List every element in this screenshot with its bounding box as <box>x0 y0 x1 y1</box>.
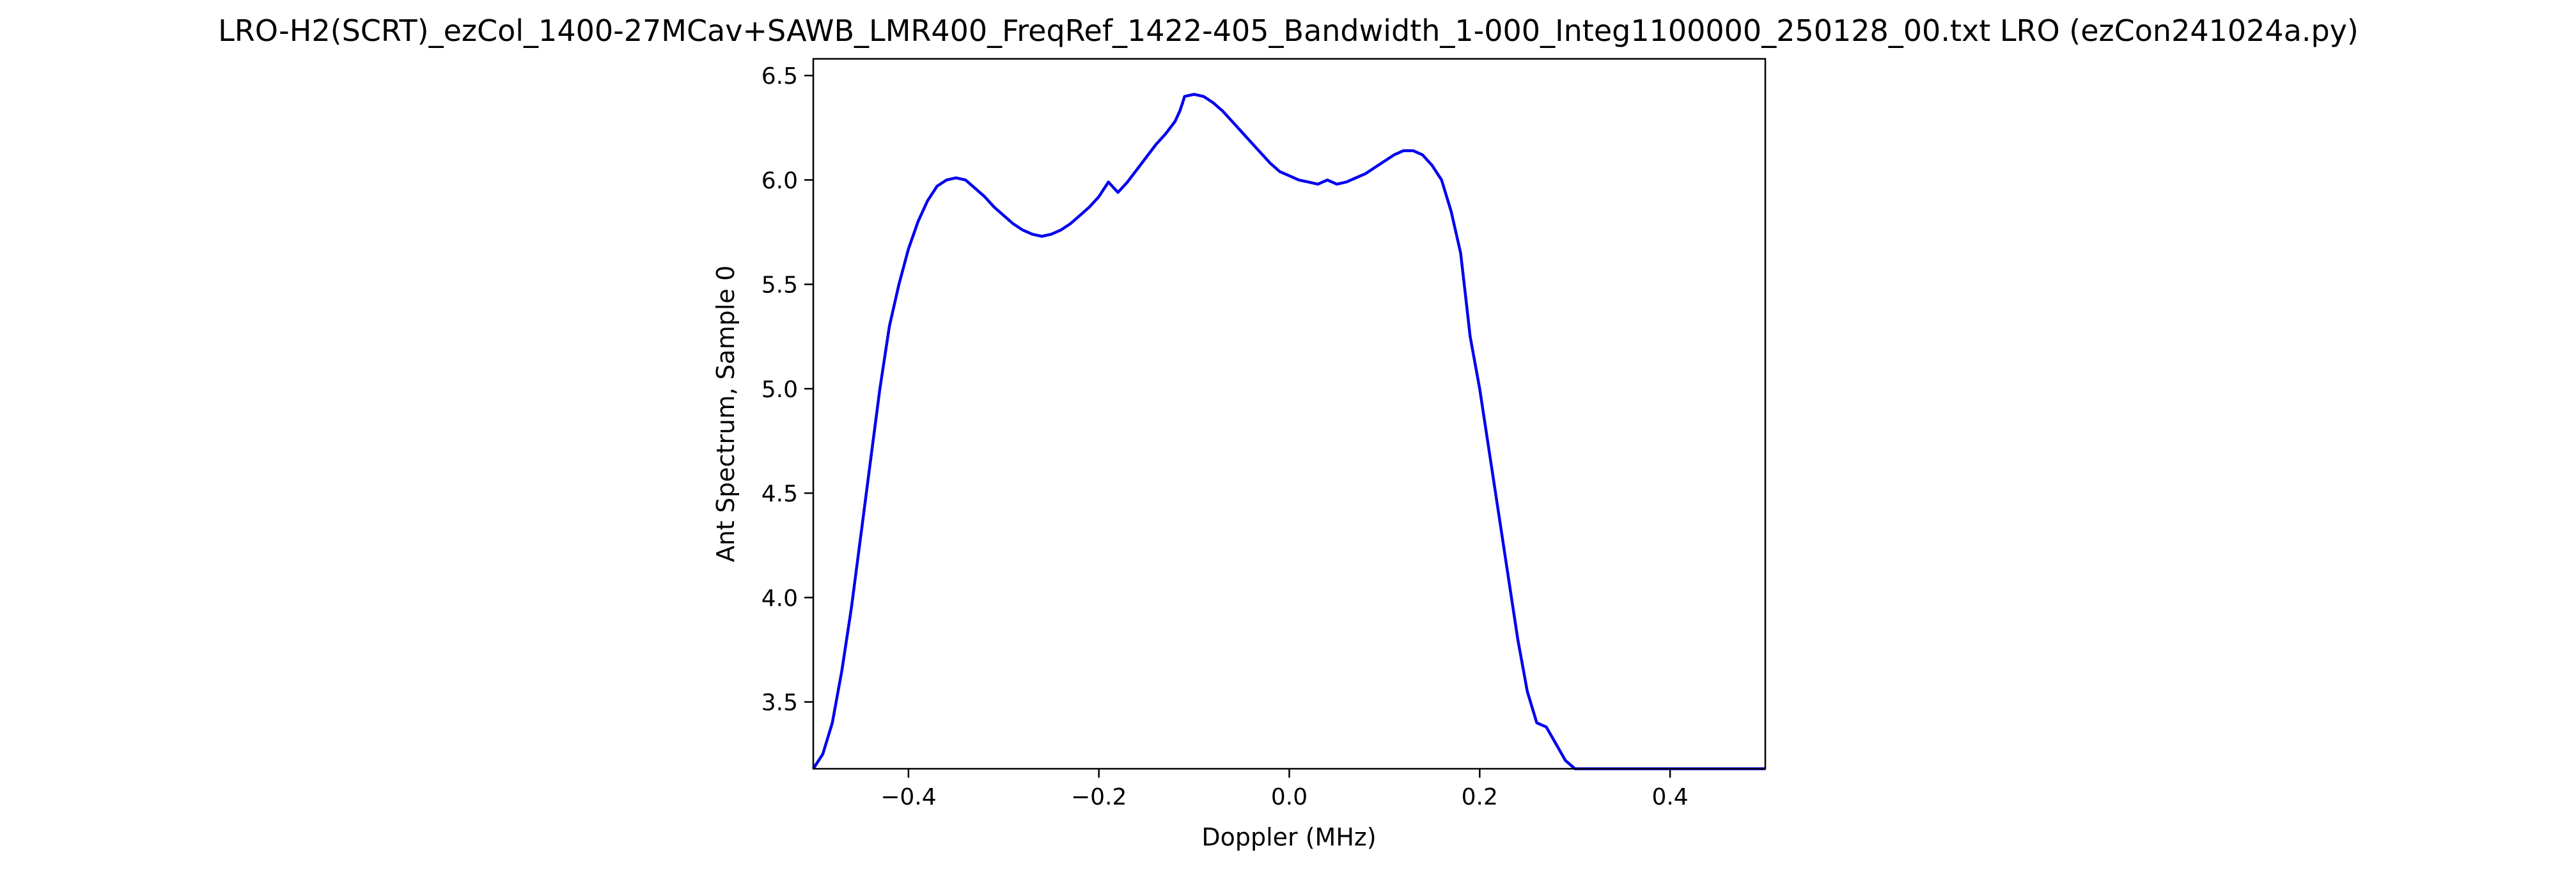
y-tick-label: 6.5 <box>761 63 798 90</box>
x-tick-label: 0.0 <box>1271 784 1308 810</box>
chart-title: LRO-H2(SCRT)_ezCol_1400-27MCav+SAWB_LMR4… <box>218 13 2359 48</box>
y-tick-label: 5.5 <box>761 272 798 299</box>
y-tick-label: 4.0 <box>761 585 798 611</box>
y-tick-label: 5.0 <box>761 377 798 403</box>
y-axis-label: Ant Spectrum, Sample 0 <box>712 265 740 562</box>
x-tick-label: −0.4 <box>880 784 936 810</box>
x-tick-label: 0.4 <box>1651 784 1688 810</box>
y-tick-label: 3.5 <box>761 690 798 716</box>
y-tick-label: 6.0 <box>761 168 798 194</box>
x-tick-label: −0.2 <box>1071 784 1127 810</box>
y-tick-label: 4.5 <box>761 481 798 507</box>
x-axis: −0.4 −0.2 0.0 0.2 0.4 <box>880 769 1689 810</box>
y-axis: 3.5 4.0 4.5 5.0 5.5 6.0 6.5 <box>761 63 813 716</box>
x-axis-label: Doppler (MHz) <box>1201 823 1376 851</box>
x-tick-label: 0.2 <box>1462 784 1498 810</box>
